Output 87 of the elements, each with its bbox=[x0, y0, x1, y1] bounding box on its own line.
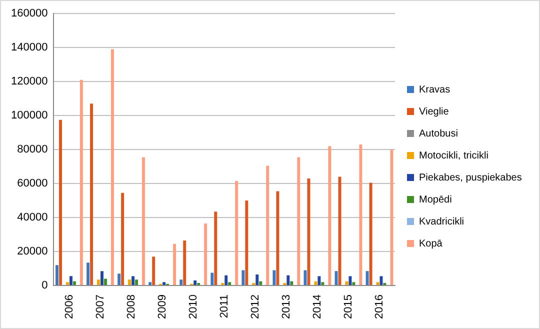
bar bbox=[72, 281, 76, 286]
bar bbox=[352, 282, 356, 286]
y-tick-label: 40000 bbox=[17, 212, 48, 224]
x-tick-label: 2010 bbox=[187, 294, 200, 320]
bar bbox=[142, 157, 145, 286]
x-tick-label: 2012 bbox=[249, 294, 262, 320]
bar bbox=[80, 80, 83, 286]
x-tick-label: 2009 bbox=[156, 294, 168, 320]
legend-label: Kopā bbox=[419, 238, 443, 250]
bar bbox=[256, 274, 259, 286]
bar bbox=[314, 281, 318, 286]
bar bbox=[214, 212, 218, 286]
y-tick-label: 160000 bbox=[10, 8, 48, 20]
legend-label: Kvadricikli bbox=[419, 216, 464, 228]
bar bbox=[328, 146, 332, 286]
bar bbox=[380, 276, 383, 286]
bar bbox=[59, 120, 62, 286]
bar bbox=[104, 278, 107, 286]
bar bbox=[97, 280, 100, 286]
bar bbox=[135, 280, 138, 286]
y-tick-label: 20000 bbox=[17, 246, 48, 258]
bar bbox=[245, 200, 248, 286]
bar bbox=[100, 271, 104, 286]
bar bbox=[66, 282, 69, 286]
y-tick-label: 80000 bbox=[17, 144, 48, 156]
y-tick-label: 120000 bbox=[10, 76, 48, 88]
legend-label: Mopēdi bbox=[419, 194, 452, 206]
bar bbox=[152, 256, 156, 286]
y-tick-label: 140000 bbox=[10, 42, 48, 54]
bar bbox=[286, 275, 290, 286]
bar bbox=[148, 282, 152, 286]
bar bbox=[86, 262, 90, 286]
bar bbox=[266, 166, 270, 286]
bar bbox=[56, 265, 58, 286]
bar bbox=[259, 281, 262, 286]
bar bbox=[297, 157, 300, 286]
bar bbox=[359, 144, 362, 286]
bar bbox=[69, 276, 72, 286]
bar bbox=[204, 223, 208, 286]
bar bbox=[383, 282, 386, 286]
y-tick-label: 60000 bbox=[17, 178, 48, 190]
legend-label: Vieglie bbox=[419, 106, 450, 118]
x-tick-label: 2013 bbox=[280, 294, 292, 320]
legend-label: Kravas bbox=[419, 84, 450, 96]
bar bbox=[228, 282, 232, 286]
bar bbox=[132, 276, 134, 286]
bar bbox=[307, 178, 310, 286]
bar bbox=[197, 282, 200, 286]
x-tick-label: 2008 bbox=[125, 294, 138, 320]
x-tick-label: 2011 bbox=[218, 294, 230, 318]
x-tick-label: 2006 bbox=[63, 294, 76, 320]
bar bbox=[272, 270, 276, 286]
bar bbox=[180, 280, 183, 286]
bar bbox=[283, 282, 286, 286]
x-tick-label: 2016 bbox=[374, 294, 386, 320]
bar bbox=[90, 104, 94, 286]
bar bbox=[390, 150, 394, 286]
bar bbox=[276, 191, 280, 286]
x-tick-label: 2014 bbox=[311, 294, 324, 320]
bar bbox=[345, 281, 348, 286]
bar bbox=[173, 244, 176, 286]
bar bbox=[366, 271, 369, 286]
bar bbox=[118, 274, 121, 286]
bar bbox=[128, 280, 132, 286]
bar bbox=[183, 240, 186, 286]
bar bbox=[210, 272, 214, 286]
y-tick-label: 100000 bbox=[10, 110, 48, 122]
y-tick-label: 0 bbox=[42, 280, 48, 292]
bar bbox=[252, 282, 256, 286]
bar bbox=[224, 275, 228, 286]
legend-label: Piekabes, puspiekabes bbox=[419, 172, 522, 184]
bar bbox=[162, 282, 166, 286]
bar bbox=[318, 276, 321, 286]
bar bbox=[321, 282, 324, 286]
x-tick-label: 2015 bbox=[342, 294, 354, 320]
legend-label: Motocikli, tricikli bbox=[419, 150, 488, 162]
bar bbox=[121, 192, 124, 286]
bar bbox=[235, 181, 238, 286]
bar bbox=[348, 276, 352, 286]
bar bbox=[221, 282, 224, 286]
bar bbox=[194, 280, 197, 286]
bar bbox=[290, 281, 294, 286]
legend-label: Autobusi bbox=[419, 128, 458, 140]
bar bbox=[242, 270, 245, 286]
x-tick-label: 2007 bbox=[94, 294, 106, 320]
bar bbox=[110, 49, 114, 286]
bar bbox=[304, 270, 307, 286]
